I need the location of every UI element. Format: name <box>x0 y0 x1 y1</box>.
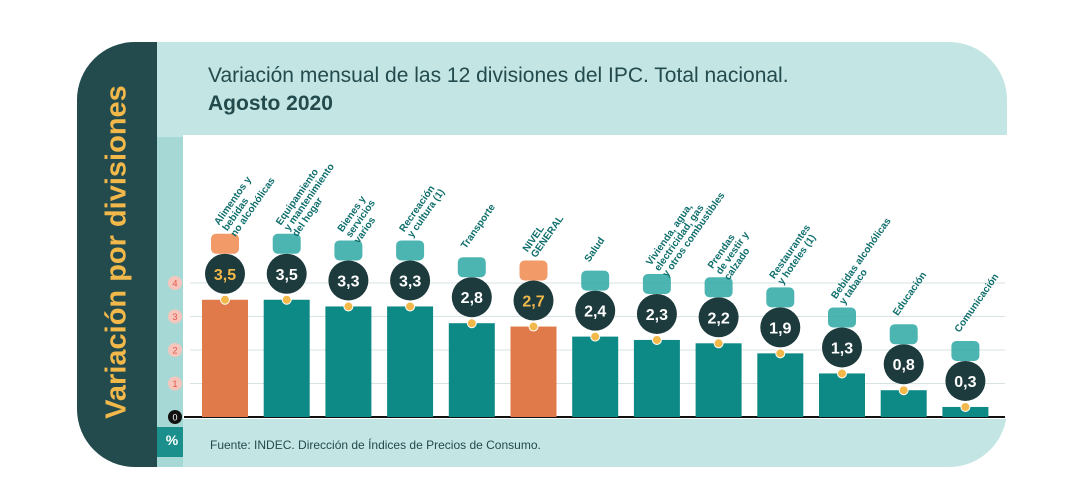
value-label: 3,5 <box>276 267 298 284</box>
value-label: 1,9 <box>769 320 791 337</box>
bar <box>572 336 619 417</box>
bar-top-dot <box>405 301 416 312</box>
y-tick-dot <box>168 309 182 324</box>
value-bubble <box>513 280 554 321</box>
bar-top-dot <box>220 294 230 305</box>
y-tick-label: 3 <box>172 312 177 322</box>
value-label: 2,8 <box>461 290 483 307</box>
value-label: 3,3 <box>337 273 359 290</box>
bar <box>202 299 248 417</box>
value-bubble <box>636 293 677 334</box>
source-note: Fuente: INDEC. Dirección de Índices de P… <box>210 438 541 452</box>
y-tick-dot <box>168 410 182 424</box>
unit-label: % <box>165 432 179 448</box>
value-label: 0,8 <box>893 357 915 374</box>
category-label: Bienes yserviciosvarios <box>336 192 387 246</box>
category-icon <box>396 240 425 261</box>
bar-top-dot <box>466 318 477 329</box>
y-tick-dot <box>168 376 182 391</box>
category-icon <box>951 340 980 361</box>
title-line-1: Variación mensual de las 12 divisiones d… <box>208 64 789 87</box>
title-line-2: Agosto 2020 <box>208 92 333 115</box>
category-icon <box>642 273 671 294</box>
value-label: 2,3 <box>646 307 668 324</box>
bar-top-dot <box>528 321 539 332</box>
category-label: Prendasde vestir ycalzado <box>706 224 760 283</box>
value-label: 2,7 <box>522 294 544 311</box>
bar <box>448 323 495 417</box>
category-label: Educación <box>891 270 929 318</box>
category-icon <box>457 257 486 278</box>
value-label: 2,4 <box>584 304 606 321</box>
bar <box>263 299 310 417</box>
value-label: 2,2 <box>707 310 729 327</box>
value-label: 1,3 <box>831 340 853 357</box>
bar <box>942 406 989 417</box>
y-tick-dot <box>168 276 182 290</box>
category-icon <box>828 307 856 328</box>
unit-box <box>157 427 183 457</box>
category-label: Comunicación <box>953 272 1002 335</box>
bar-top-dot <box>651 334 662 345</box>
value-bubble <box>945 360 986 401</box>
y-tick-label: 2 <box>172 346 177 356</box>
category-label: Salud <box>583 236 608 265</box>
value-bubble <box>451 277 492 318</box>
category-icon <box>704 277 733 298</box>
bar-top-dot <box>898 385 909 396</box>
bar <box>325 306 372 417</box>
value-bubble <box>266 253 307 294</box>
bar-top-dot <box>837 368 847 379</box>
category-icon <box>334 240 363 261</box>
value-label: 3,5 <box>214 267 236 284</box>
bar-top-dot <box>775 348 786 359</box>
value-bubble <box>698 297 739 338</box>
value-bubble <box>328 260 369 301</box>
bar <box>819 373 865 417</box>
value-bubble <box>390 260 431 301</box>
category-icon <box>766 287 795 308</box>
category-label: NIVELGENERAL <box>521 208 566 260</box>
category-icon <box>519 260 548 281</box>
bar <box>510 326 557 417</box>
bar-top-dot <box>960 401 971 412</box>
chart-title: Variación mensual de las 12 divisiones d… <box>208 62 789 118</box>
category-icon <box>889 324 918 345</box>
value-bubble <box>822 327 862 368</box>
bar-top-dot <box>281 294 292 305</box>
category-label: Restaurantesy hoteles (1) <box>768 223 822 287</box>
category-icon <box>272 233 301 254</box>
y-tick-label: 4 <box>172 279 177 289</box>
category-label: Transporte <box>459 202 498 251</box>
bar <box>695 343 742 417</box>
value-bubble <box>883 344 924 385</box>
category-label: Recreacióny cultura (1) <box>398 181 448 239</box>
bar-top-dot <box>590 331 601 342</box>
category-label: Equipamientoy mantenimientodel hogar <box>274 156 345 239</box>
value-bubble <box>205 253 245 294</box>
y-tick-label: 1 <box>172 379 177 389</box>
bar <box>633 339 680 417</box>
side-band <box>77 42 157 467</box>
bar-top-dot <box>343 301 354 312</box>
bar-top-dot <box>713 338 724 349</box>
y-tick-label: 0 <box>172 413 177 423</box>
value-label: 0,3 <box>954 374 976 391</box>
bar <box>757 353 804 417</box>
category-label: Bebidas alcohólicasy tabaco <box>829 216 902 307</box>
bar <box>387 306 434 417</box>
value-bubble <box>575 290 616 331</box>
value-label: 3,3 <box>399 273 421 290</box>
y-tick-dot <box>168 343 182 357</box>
category-icon <box>581 270 610 291</box>
category-icon <box>211 233 239 254</box>
value-bubble <box>760 307 801 348</box>
category-label: Alimentos ybebidasno alcohólicas <box>212 164 277 239</box>
